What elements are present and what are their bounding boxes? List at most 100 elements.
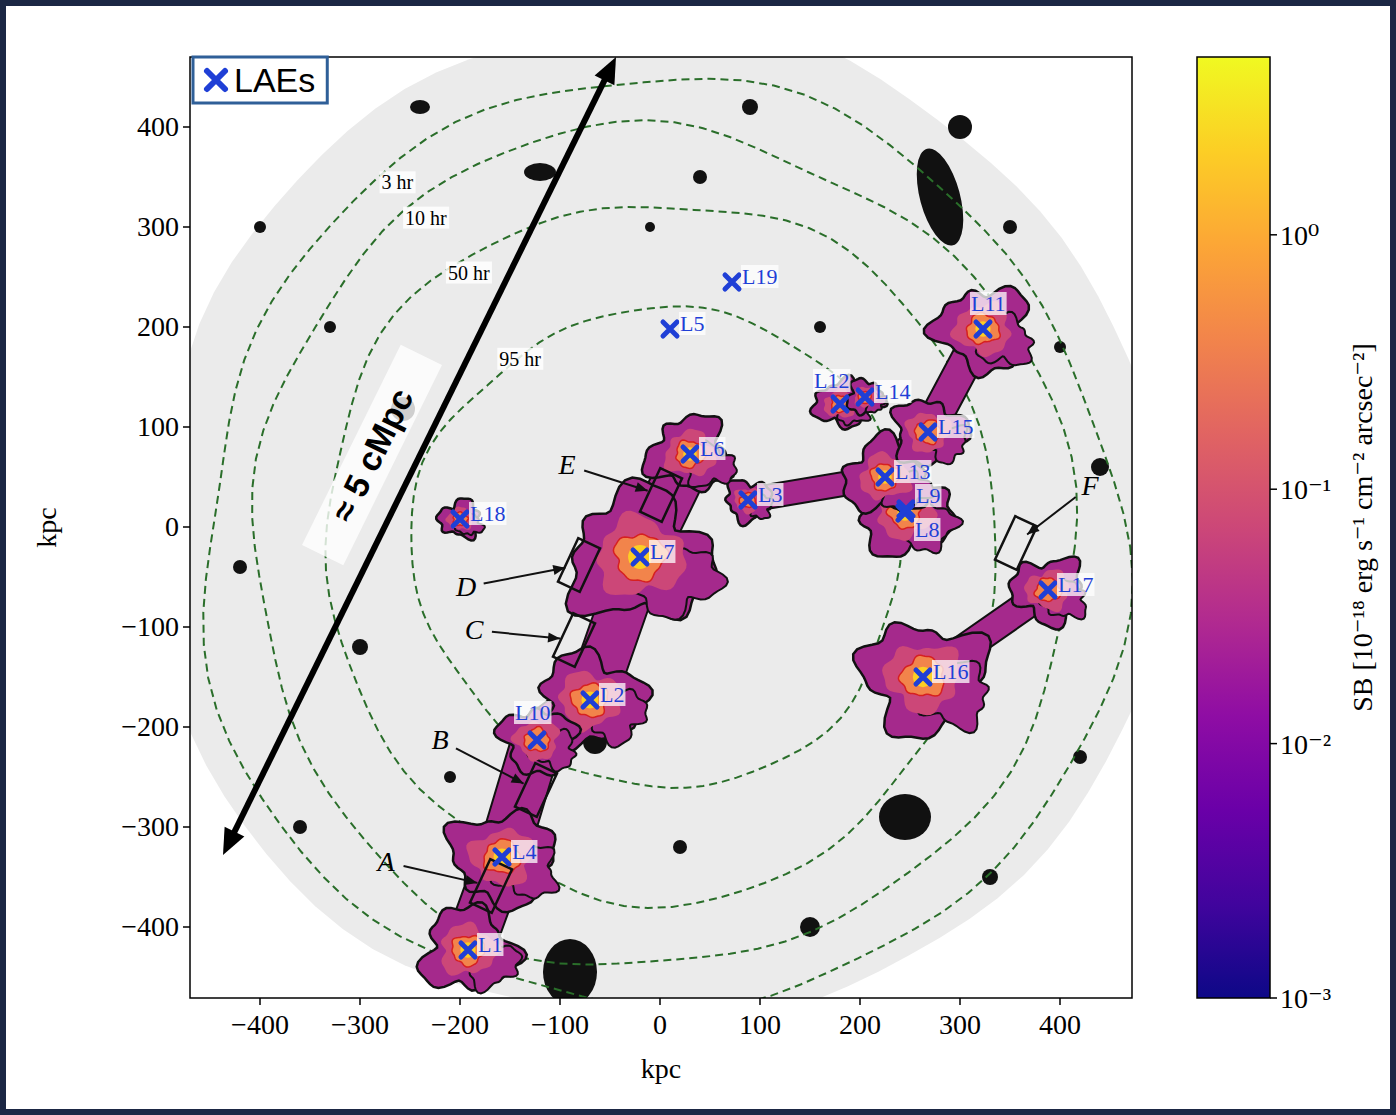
foreground-source: [233, 560, 247, 574]
nebula-peak: [460, 942, 475, 957]
lae-label: L18: [470, 501, 505, 526]
region-label: D: [455, 571, 476, 602]
x-tick-label: 400: [1039, 1009, 1081, 1040]
plot-frame: [190, 57, 1132, 998]
y-tick: [183, 826, 190, 828]
lae-label: L4: [512, 839, 536, 864]
region-label: A: [375, 846, 395, 877]
x-tick-label: −400: [231, 1009, 289, 1040]
x-tick-label: 100: [739, 1009, 781, 1040]
foreground-source: [693, 170, 707, 184]
lae-marker: [878, 470, 892, 484]
legend-label: LAEs: [234, 61, 315, 99]
y-tick-label: 300: [137, 211, 179, 242]
lae-marker: [858, 390, 872, 404]
x-tick-label: 200: [839, 1009, 881, 1040]
foreground-source: [352, 639, 368, 655]
lae-label: L16: [933, 659, 968, 684]
lae-marker: [683, 447, 697, 461]
foreground-source: [742, 99, 758, 115]
label-patch: [914, 518, 940, 541]
nebula-peak: [913, 667, 933, 687]
region-arrowhead: [511, 774, 524, 784]
lae-label-group: L19: [741, 264, 778, 289]
y-tick: [183, 926, 190, 928]
label-patch: [511, 840, 537, 863]
y-tick-label: −300: [121, 811, 179, 842]
scale-label: ≈ 5 cMpc: [323, 382, 420, 527]
nebula-core: [453, 512, 468, 526]
y-tick: [183, 626, 190, 628]
lae-marker: [530, 733, 544, 747]
x-tick: [559, 998, 561, 1005]
colorbar-tick-label: 10⁻²: [1280, 729, 1331, 760]
lae-label-group: L17: [1057, 572, 1094, 597]
nebula: [853, 622, 991, 739]
region-box: [515, 763, 557, 817]
foreground-source: [293, 820, 307, 834]
lae-label-group: L11: [970, 291, 1007, 316]
x-tick: [859, 998, 861, 1005]
lae-marker: [495, 850, 509, 864]
lae-marker: [916, 670, 930, 684]
y-tick-label: −200: [121, 711, 179, 742]
label-patch: [477, 933, 503, 956]
label-patch: [649, 540, 675, 563]
lae-label: L9: [916, 483, 940, 508]
lae-label: L5: [680, 311, 704, 336]
x-tick: [459, 998, 461, 1005]
label-patch: [932, 660, 969, 683]
x-tick: [959, 998, 961, 1005]
lae-label: L7: [650, 539, 674, 564]
plot-area: [190, 57, 1132, 998]
y-tick-label: 0: [165, 511, 179, 542]
label-patch: [1057, 573, 1094, 596]
lae-label-group: L9: [915, 483, 941, 508]
figure: ABCDEFL1L2L3L4L5L6L7L8L9L10L11L12L13L14L…: [0, 0, 1396, 1115]
nebula-peak: [975, 321, 990, 336]
lae-marker: [663, 322, 677, 336]
nebula-inner: [511, 721, 561, 762]
colorbar-tick: [1270, 234, 1277, 236]
lae-label-group: L15: [937, 414, 974, 439]
x-tick-label: −300: [331, 1009, 389, 1040]
page-background: [0, 0, 1396, 1115]
region-box: [995, 516, 1037, 570]
nebula-core: [524, 726, 550, 751]
lae-label: L12: [814, 368, 849, 393]
lae-label-group: L14: [874, 379, 911, 404]
contour-label: 50 hr: [448, 262, 490, 284]
region-box: [553, 613, 595, 667]
lae-marker: [583, 693, 597, 707]
nebula-inner: [445, 507, 472, 530]
scale-arrowhead: [595, 57, 616, 85]
label-patch: [741, 265, 778, 288]
label-patch: [403, 207, 449, 229]
lae-label: L6: [700, 436, 724, 461]
lae-label: L19: [742, 264, 777, 289]
label-patch: [679, 312, 705, 335]
lae-label-group: L13: [894, 459, 931, 484]
lae-marker: [1041, 583, 1055, 597]
x-tick-label: −200: [431, 1009, 489, 1040]
region-arrowhead: [465, 875, 478, 885]
region-box: [470, 859, 512, 913]
scale-arrowhead: [223, 827, 244, 855]
label-patch: [514, 701, 551, 724]
lae-label: L10: [515, 700, 550, 725]
lae-label: L14: [875, 379, 910, 404]
nebula-core: [914, 420, 940, 445]
lae-label-group: L2: [599, 682, 625, 707]
region-arrow: [1027, 497, 1076, 534]
foreground-source: [908, 144, 973, 251]
figure-background: [6, 6, 1390, 1109]
lae-label-group: L18: [469, 501, 506, 526]
lae-label: L2: [600, 682, 624, 707]
colorbar-title: SB [10⁻¹⁸ erg s⁻¹ cm⁻² arcsec⁻²]: [1347, 343, 1378, 712]
foreground-source: [410, 100, 430, 114]
lae-label: L15: [938, 414, 973, 439]
scale-arrow: [232, 75, 607, 837]
label-patch: [874, 380, 911, 403]
y-tick: [183, 326, 190, 328]
colorbar-tick: [1270, 997, 1277, 999]
